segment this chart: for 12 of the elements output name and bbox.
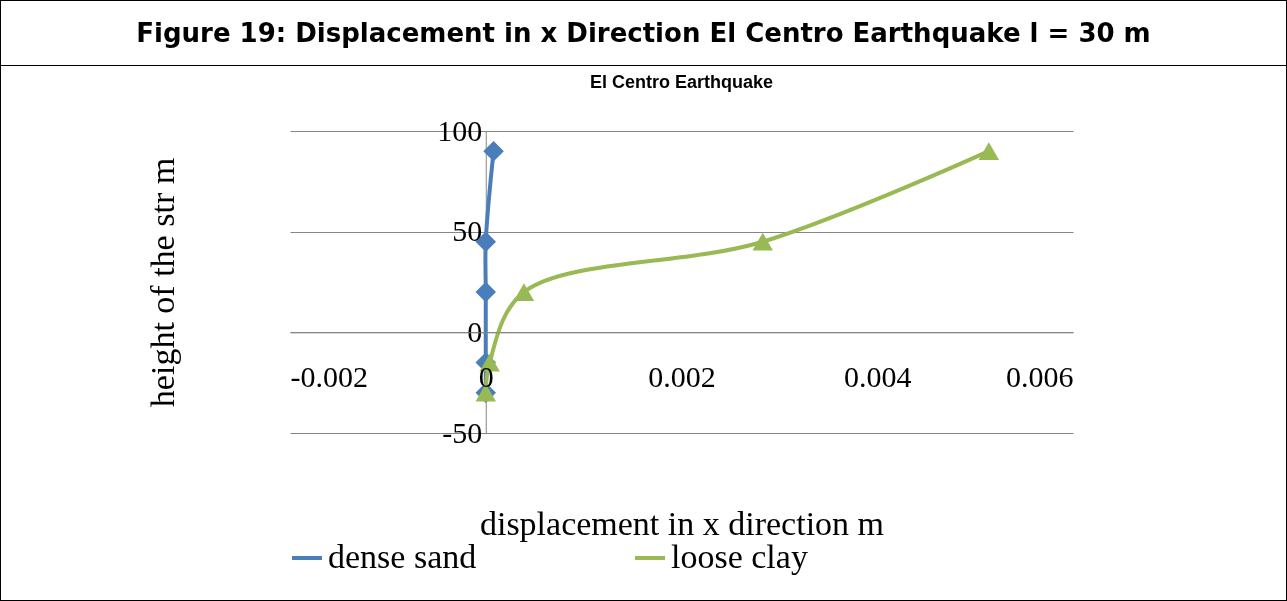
y-tick-label: 100	[437, 113, 483, 147]
x-tick-label: -0.002	[290, 359, 368, 393]
legend-label: dense sand	[328, 538, 477, 575]
y-tick-label: 0	[467, 314, 483, 348]
x-tick-label: 0.004	[844, 359, 912, 393]
chart-subtitle: El Centro Earthquake	[589, 72, 774, 92]
y-tick-label: -50	[442, 415, 483, 449]
y-tick-label: 50	[452, 214, 483, 248]
x-tick-label: 0.002	[648, 359, 716, 393]
y-axis-title: height of the str m	[143, 157, 181, 408]
x-tick-label: 0.006	[1006, 359, 1074, 393]
chart-title: Figure 19: Displacement in x Direction El Centro Earthquake l = 30 m	[1, 1, 1286, 66]
